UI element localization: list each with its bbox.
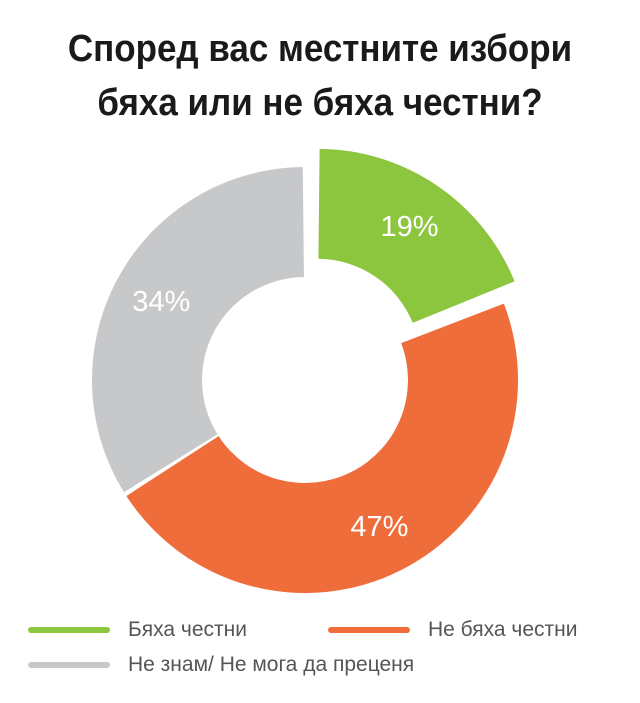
chart-title: Според вас местните избори бяха или не б… <box>26 22 615 130</box>
slice-label-unfair: 47% <box>350 511 408 543</box>
slice-unfair <box>126 303 519 594</box>
chart-title-line-2: бяха или не бяха честни? <box>97 82 543 124</box>
chart-title-line-1: Според вас местните избори <box>67 28 573 70</box>
slice-label-fair: 19% <box>381 211 439 243</box>
slice-label-dont-know: 34% <box>132 286 190 318</box>
slice-fair <box>318 148 515 323</box>
slice-dont-know <box>91 167 304 493</box>
